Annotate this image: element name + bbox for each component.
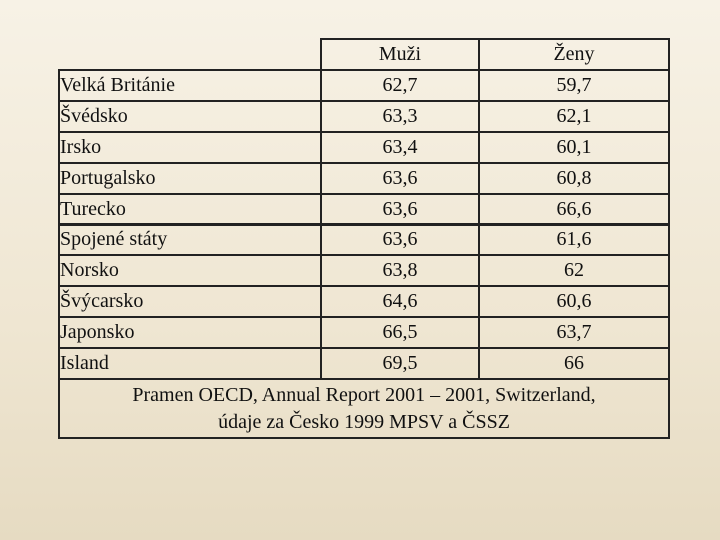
table-cell: 59,7 (478, 69, 670, 102)
row-label: Turecko (60, 197, 126, 220)
table-note: Pramen OECD, Annual Report 2001 – 2001, … (58, 378, 670, 439)
column-header: Ženy (478, 38, 670, 71)
table-cell: 63,8 (320, 254, 480, 288)
note-line: Pramen OECD, Annual Report 2001 – 2001, … (132, 383, 596, 406)
table-cell: 60,6 (478, 285, 670, 319)
table-cell: 60,1 (478, 130, 670, 164)
row-label: Norsko (60, 259, 119, 282)
table-cell: 63,7 (478, 316, 670, 350)
row-label: Velká Británie (60, 73, 175, 96)
table-cell: 66,6 (478, 192, 670, 226)
table-cell: 63,6 (320, 223, 480, 257)
table-cell: 62 (478, 254, 670, 288)
table-cell: 64,6 (320, 285, 480, 319)
row-label: Irsko (60, 135, 102, 158)
row-label: Japonsko (60, 321, 135, 344)
table-cell: 61,6 (478, 223, 670, 257)
table-cell: 63,3 (320, 99, 480, 133)
table-cell: 63,4 (320, 130, 480, 164)
note-line: údaje za Česko 1999 MPSV a ČSSZ (218, 410, 510, 433)
row-label: Spojené státy (60, 228, 168, 251)
row-label: Portugalsko (60, 166, 156, 189)
table-cell: 62,1 (478, 99, 670, 133)
table-cell: 63,6 (320, 161, 480, 195)
table-cell: 66,5 (320, 316, 480, 350)
table-cell: 60,8 (478, 161, 670, 195)
row-label: Švédsko (60, 104, 128, 127)
table-cell: 63,6 (320, 192, 480, 226)
table-cell: 62,7 (320, 69, 480, 102)
row-label: Švýcarsko (60, 290, 144, 313)
table-cell: 66 (478, 347, 670, 380)
row-label: Island (60, 352, 109, 375)
column-header: Muži (320, 38, 480, 71)
table-cell: 69,5 (320, 347, 480, 380)
